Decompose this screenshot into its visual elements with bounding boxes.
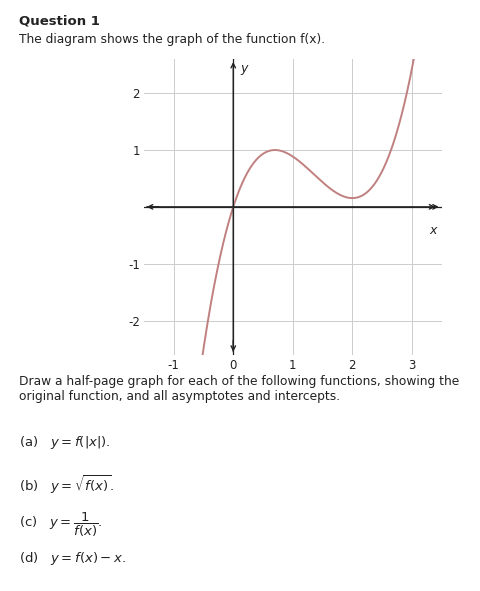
Text: (c)   $y = \dfrac{1}{f(x)}.$: (c) $y = \dfrac{1}{f(x)}.$ [19,511,103,540]
Text: y: y [240,62,248,75]
Text: x: x [429,224,436,237]
Text: The diagram shows the graph of the function f(x).: The diagram shows the graph of the funct… [19,33,325,46]
Text: (b)   $y = \sqrt{f(x)}.$: (b) $y = \sqrt{f(x)}.$ [19,473,114,496]
Text: (d)   $y = f(x) - x.$: (d) $y = f(x) - x.$ [19,550,126,567]
Text: Draw a half-page graph for each of the following functions, showing the original: Draw a half-page graph for each of the f… [19,375,459,403]
Text: Question 1: Question 1 [19,15,100,28]
Text: (a)   $y = f(|x|).$: (a) $y = f(|x|).$ [19,434,111,452]
